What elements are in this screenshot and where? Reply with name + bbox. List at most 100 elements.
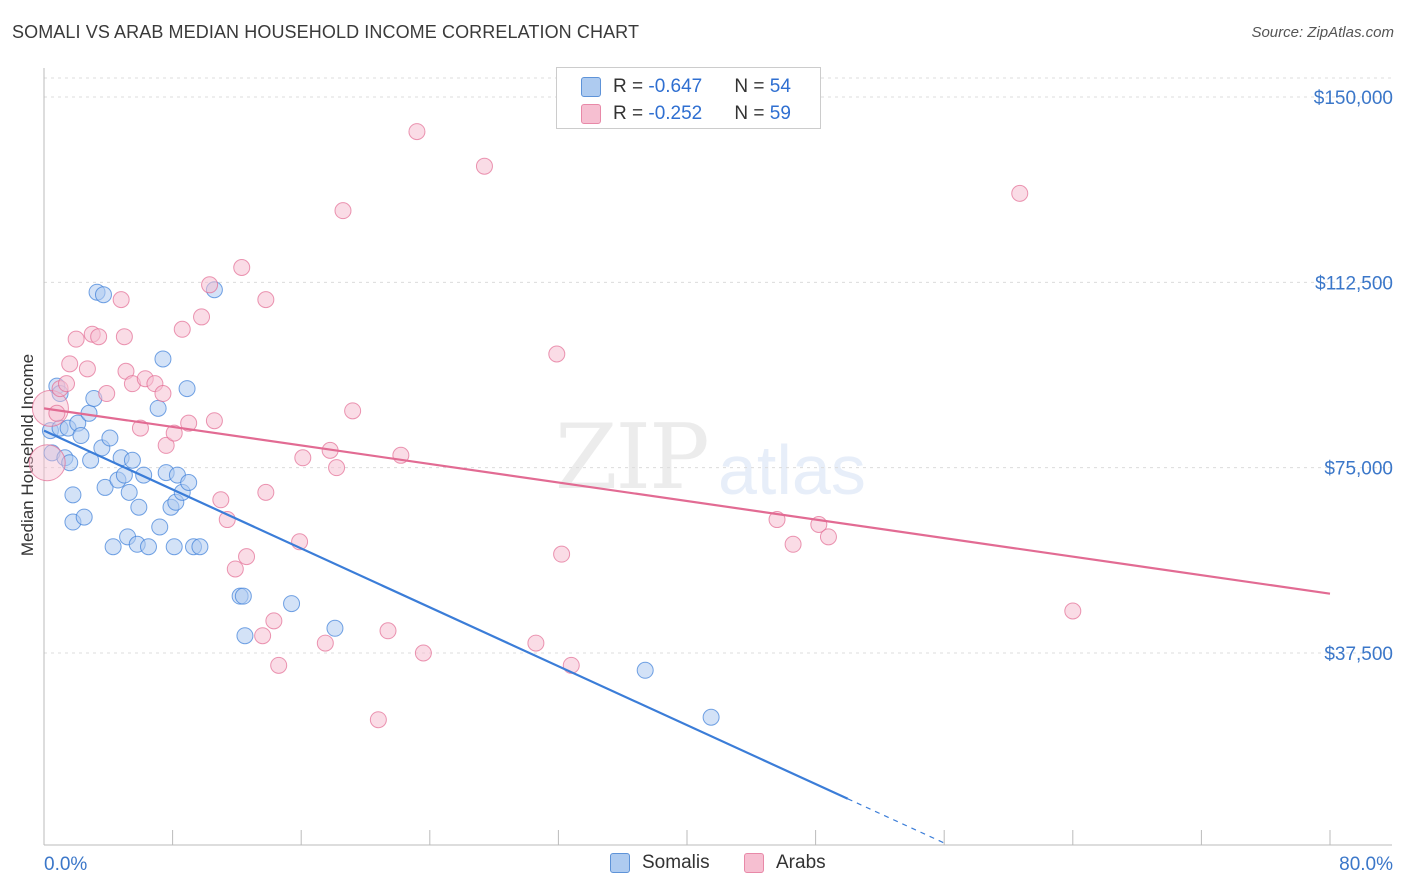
arabs-point xyxy=(379,622,397,640)
arabs-point xyxy=(154,385,172,403)
somalis-point xyxy=(283,595,301,613)
arabs-point xyxy=(548,345,566,363)
arabs-point xyxy=(233,259,251,277)
somalis-point xyxy=(178,380,196,398)
somalis-point xyxy=(154,350,172,368)
arabs-point xyxy=(193,308,211,326)
chart-title: SOMALI VS ARAB MEDIAN HOUSEHOLD INCOME C… xyxy=(12,22,640,42)
arabs-point xyxy=(61,355,79,373)
somalis-point xyxy=(75,508,93,526)
somalis-point xyxy=(326,619,344,637)
arabs-point xyxy=(414,644,432,662)
arabs-point xyxy=(257,291,275,309)
arabs-point xyxy=(254,627,272,645)
arabs-point xyxy=(1011,184,1029,202)
arabs-r-value: -0.252 xyxy=(648,103,703,124)
somalis-n-value: 54 xyxy=(769,76,791,97)
somalis-point xyxy=(104,538,122,556)
arabs-point xyxy=(212,491,230,509)
arabs-point xyxy=(90,328,108,346)
arabs-point xyxy=(316,634,334,652)
arabs-point xyxy=(1064,602,1082,620)
somalis-point xyxy=(61,454,79,472)
arabs-point xyxy=(28,444,66,482)
somalis-point xyxy=(149,399,167,417)
somalis-trend-line xyxy=(43,429,849,800)
somalis-legend-swatch xyxy=(610,853,630,873)
arabs-point xyxy=(180,414,198,432)
arabs-point xyxy=(131,419,149,437)
somalis-point xyxy=(139,538,157,556)
stats-legend: R = -0.647 N = 54 R = -0.252 N = 59 xyxy=(556,67,821,129)
arabs-point xyxy=(265,612,283,630)
chart-source: Source: ZipAtlas.com xyxy=(1251,24,1394,41)
somalis-point xyxy=(64,486,82,504)
somalis-point xyxy=(123,451,141,469)
arabs-point xyxy=(257,483,275,501)
arabs-point xyxy=(334,202,352,220)
arabs-point xyxy=(344,402,362,420)
somalis-legend-label: Somalis xyxy=(642,852,710,873)
arabs-point xyxy=(165,424,183,442)
arabs-point xyxy=(819,528,837,546)
somalis-point xyxy=(180,473,198,491)
somalis-point xyxy=(234,587,252,605)
somalis-point xyxy=(96,478,114,496)
somalis-point xyxy=(120,483,138,501)
somalis-point xyxy=(101,429,119,447)
arabs-point xyxy=(527,634,545,652)
y-tick-label: $37,500 xyxy=(1324,644,1393,665)
x-tick-label-min: 0.0% xyxy=(44,854,87,875)
arabs-trend-line xyxy=(43,407,1331,595)
r-label: R = xyxy=(613,103,649,124)
arabs-point xyxy=(270,656,288,674)
n-label: N = xyxy=(734,76,770,97)
arabs-point xyxy=(784,535,802,553)
watermark-atlas: atlas xyxy=(718,431,866,509)
arabs-point xyxy=(173,320,191,338)
legend-row-somalis: R = -0.647 N = 54 xyxy=(581,75,791,99)
arabs-point xyxy=(48,404,66,422)
somalis-point xyxy=(94,286,112,304)
y-tick-label: $150,000 xyxy=(1314,88,1393,109)
somalis-point xyxy=(165,538,183,556)
arabs-point xyxy=(78,360,96,378)
arabs-point xyxy=(98,385,116,403)
somalis-point xyxy=(702,708,720,726)
arabs-point xyxy=(58,375,76,393)
arabs-point xyxy=(115,328,133,346)
somalis-point xyxy=(130,498,148,516)
arabs-n-value: 59 xyxy=(769,103,791,124)
arabs-point xyxy=(294,449,312,467)
arabs-point xyxy=(369,711,387,729)
arabs-point xyxy=(408,123,426,141)
somalis-trend-extension xyxy=(847,798,945,844)
series-legend: Somalis Arabs xyxy=(0,852,1406,876)
arabs-point xyxy=(157,436,175,454)
somalis-point xyxy=(72,427,90,445)
legend-row-arabs: R = -0.252 N = 59 xyxy=(581,102,791,126)
arabs-point xyxy=(67,330,85,348)
arabs-point xyxy=(238,548,256,566)
arabs-legend-swatch xyxy=(744,853,764,873)
somalis-point xyxy=(191,538,209,556)
arabs-point xyxy=(201,276,219,294)
somalis-point xyxy=(636,661,654,679)
arabs-point xyxy=(553,545,571,563)
arabs-point xyxy=(226,560,244,578)
legend-item-arabs[interactable]: Arabs xyxy=(744,852,826,874)
somalis-r-value: -0.647 xyxy=(648,76,703,97)
legend-item-somalis[interactable]: Somalis xyxy=(610,852,710,874)
arabs-point xyxy=(328,459,346,477)
somalis-point xyxy=(236,627,254,645)
arabs-swatch xyxy=(581,104,601,124)
somalis-point xyxy=(151,518,169,536)
x-tick-label-max: 80.0% xyxy=(1339,854,1393,875)
r-label: R = xyxy=(613,76,649,97)
n-label: N = xyxy=(734,103,770,124)
arabs-point xyxy=(205,412,223,430)
arabs-point xyxy=(475,157,493,175)
y-tick-label: $75,000 xyxy=(1324,459,1393,480)
y-tick-label: $112,500 xyxy=(1315,273,1393,294)
